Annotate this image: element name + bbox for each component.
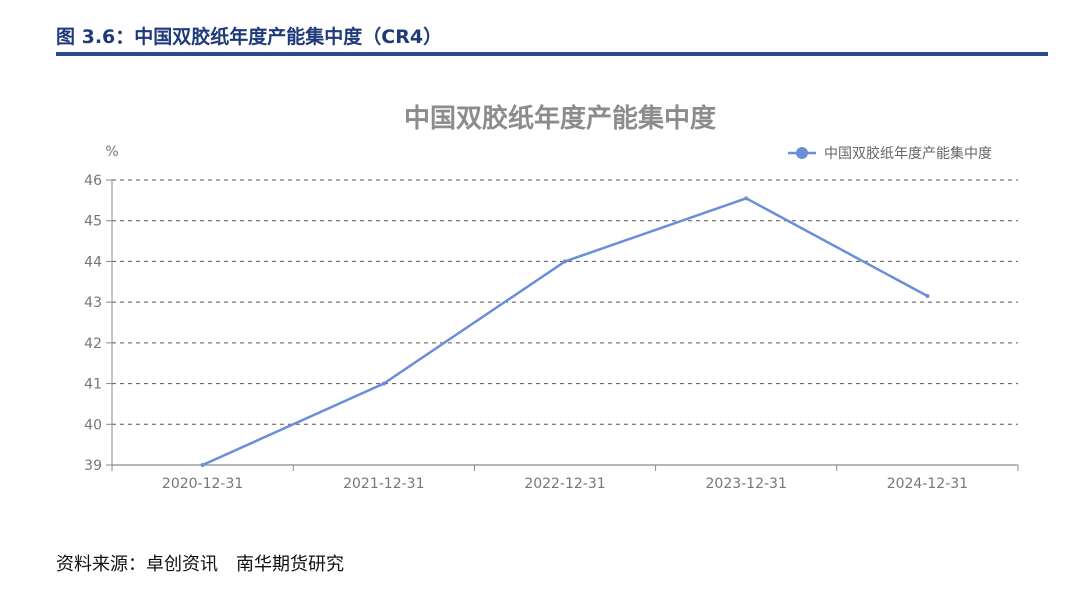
grid [112,179,1018,425]
x-tick-label: 2022-12-31 [524,476,605,492]
data-point [744,196,749,201]
data-point [925,294,930,299]
y-tick-label: 46 [84,173,102,189]
legend-label: 中国双胶纸年度产能集中度 [824,145,992,162]
series-line [202,197,928,467]
figure-header: 图 3.6：中国双胶纸年度产能集中度（CR4） [56,22,1048,56]
figure-title: 图 3.6：中国双胶纸年度产能集中度（CR4） [56,26,443,48]
source-note: 资料来源：卓创资讯 南华期货研究 [56,554,344,575]
y-tick-label: 41 [84,377,102,393]
chart-title: 中国双胶纸年度产能集中度 [404,103,716,134]
y-tick-label: 42 [84,336,102,352]
x-tick-label: 2021-12-31 [343,476,424,492]
y-axis-unit: % [105,144,118,160]
x-tick-label: 2023-12-31 [706,476,787,492]
title-divider [56,52,1048,56]
x-tick-label: 2024-12-31 [887,476,968,492]
y-tick-label: 40 [84,417,102,433]
y-tick-label: 39 [84,458,102,474]
data-point [563,259,567,264]
x-tick-label: 2020-12-31 [162,476,243,492]
y-tick-label: 44 [84,254,102,270]
legend-marker [796,147,808,159]
y-tick-label: 45 [84,214,102,230]
y-tick-label: 43 [84,295,102,311]
data-point [381,381,386,386]
data-point [200,463,205,467]
legend: 中国双胶纸年度产能集中度 [788,145,992,162]
series-layer [200,196,930,467]
axes: 39 40 41 42 43 44 45 46 2020-12-31 2021-12-31 2022… [84,173,1019,492]
